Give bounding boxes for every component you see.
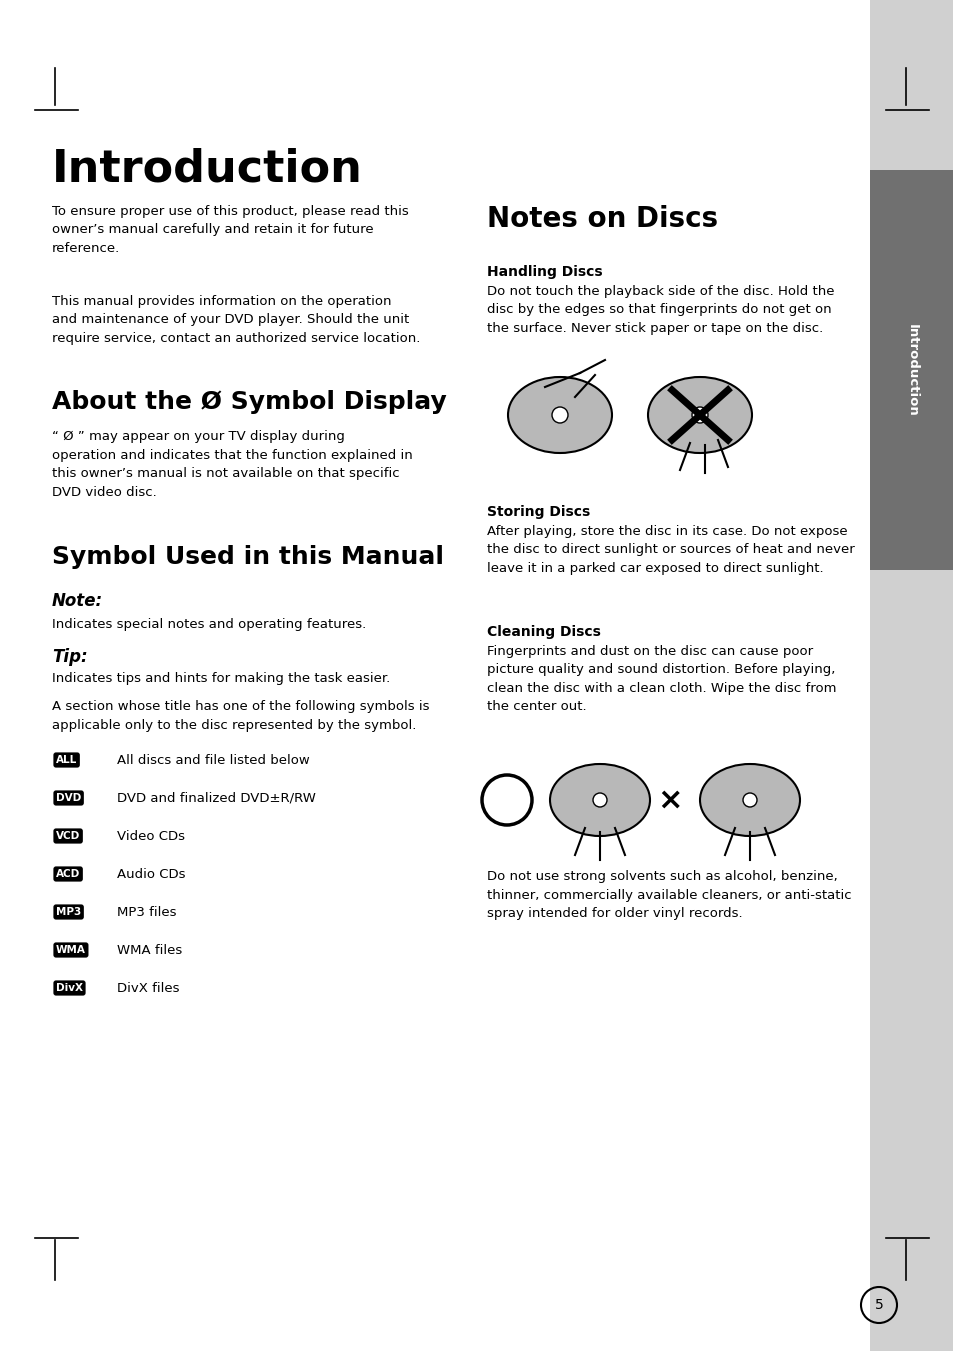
- Circle shape: [691, 407, 707, 423]
- Text: DVD: DVD: [56, 793, 81, 802]
- Ellipse shape: [550, 765, 649, 836]
- Text: After playing, store the disc in its case. Do not expose
the disc to direct sunl: After playing, store the disc in its cas…: [486, 526, 854, 576]
- Text: DVD and finalized DVD±R/RW: DVD and finalized DVD±R/RW: [117, 792, 315, 804]
- Text: ACD: ACD: [56, 869, 80, 880]
- Text: VCD: VCD: [56, 831, 80, 842]
- Text: Video CDs: Video CDs: [117, 830, 185, 843]
- Text: ALL: ALL: [56, 755, 77, 765]
- Text: This manual provides information on the operation
and maintenance of your DVD pl: This manual provides information on the …: [52, 295, 420, 345]
- Text: Handling Discs: Handling Discs: [486, 265, 602, 280]
- Text: ×: ×: [657, 785, 682, 815]
- Text: Cleaning Discs: Cleaning Discs: [486, 626, 600, 639]
- Text: DivX: DivX: [56, 984, 83, 993]
- Text: A section whose title has one of the following symbols is
applicable only to the: A section whose title has one of the fol…: [52, 700, 429, 731]
- Text: Indicates tips and hints for making the task easier.: Indicates tips and hints for making the …: [52, 671, 390, 685]
- Text: Notes on Discs: Notes on Discs: [486, 205, 718, 232]
- Text: Do not use strong solvents such as alcohol, benzine,
thinner, commercially avail: Do not use strong solvents such as alcoh…: [486, 870, 851, 920]
- Text: Tip:: Tip:: [52, 648, 88, 666]
- Text: Audio CDs: Audio CDs: [117, 867, 185, 881]
- Ellipse shape: [647, 377, 751, 453]
- Text: Note:: Note:: [52, 592, 103, 611]
- Circle shape: [742, 793, 757, 807]
- Ellipse shape: [507, 377, 612, 453]
- Text: Fingerprints and dust on the disc can cause poor
picture quality and sound disto: Fingerprints and dust on the disc can ca…: [486, 644, 836, 713]
- Text: WMA files: WMA files: [117, 943, 182, 957]
- Text: DivX files: DivX files: [117, 981, 179, 994]
- Ellipse shape: [700, 765, 800, 836]
- Text: About the Ø Symbol Display: About the Ø Symbol Display: [52, 390, 446, 413]
- Text: MP3 files: MP3 files: [117, 905, 176, 919]
- Text: “ Ø ” may appear on your TV display during
operation and indicates that the func: “ Ø ” may appear on your TV display duri…: [52, 430, 413, 499]
- Text: Symbol Used in this Manual: Symbol Used in this Manual: [52, 544, 443, 569]
- Text: MP3: MP3: [56, 907, 81, 917]
- Bar: [869, 170, 953, 570]
- Text: Introduction: Introduction: [904, 324, 918, 416]
- Text: Storing Discs: Storing Discs: [486, 505, 590, 519]
- Text: Introduction: Introduction: [52, 149, 362, 190]
- Text: Do not touch the playback side of the disc. Hold the
disc by the edges so that f: Do not touch the playback side of the di…: [486, 285, 834, 335]
- Text: WMA: WMA: [56, 944, 86, 955]
- Bar: [869, 0, 953, 170]
- Text: Indicates special notes and operating features.: Indicates special notes and operating fe…: [52, 617, 366, 631]
- Bar: [869, 570, 953, 1351]
- Circle shape: [552, 407, 567, 423]
- Text: 5: 5: [874, 1298, 882, 1312]
- Circle shape: [593, 793, 606, 807]
- Text: All discs and file listed below: All discs and file listed below: [117, 754, 310, 766]
- Text: To ensure proper use of this product, please read this
owner’s manual carefully : To ensure proper use of this product, pl…: [52, 205, 408, 255]
